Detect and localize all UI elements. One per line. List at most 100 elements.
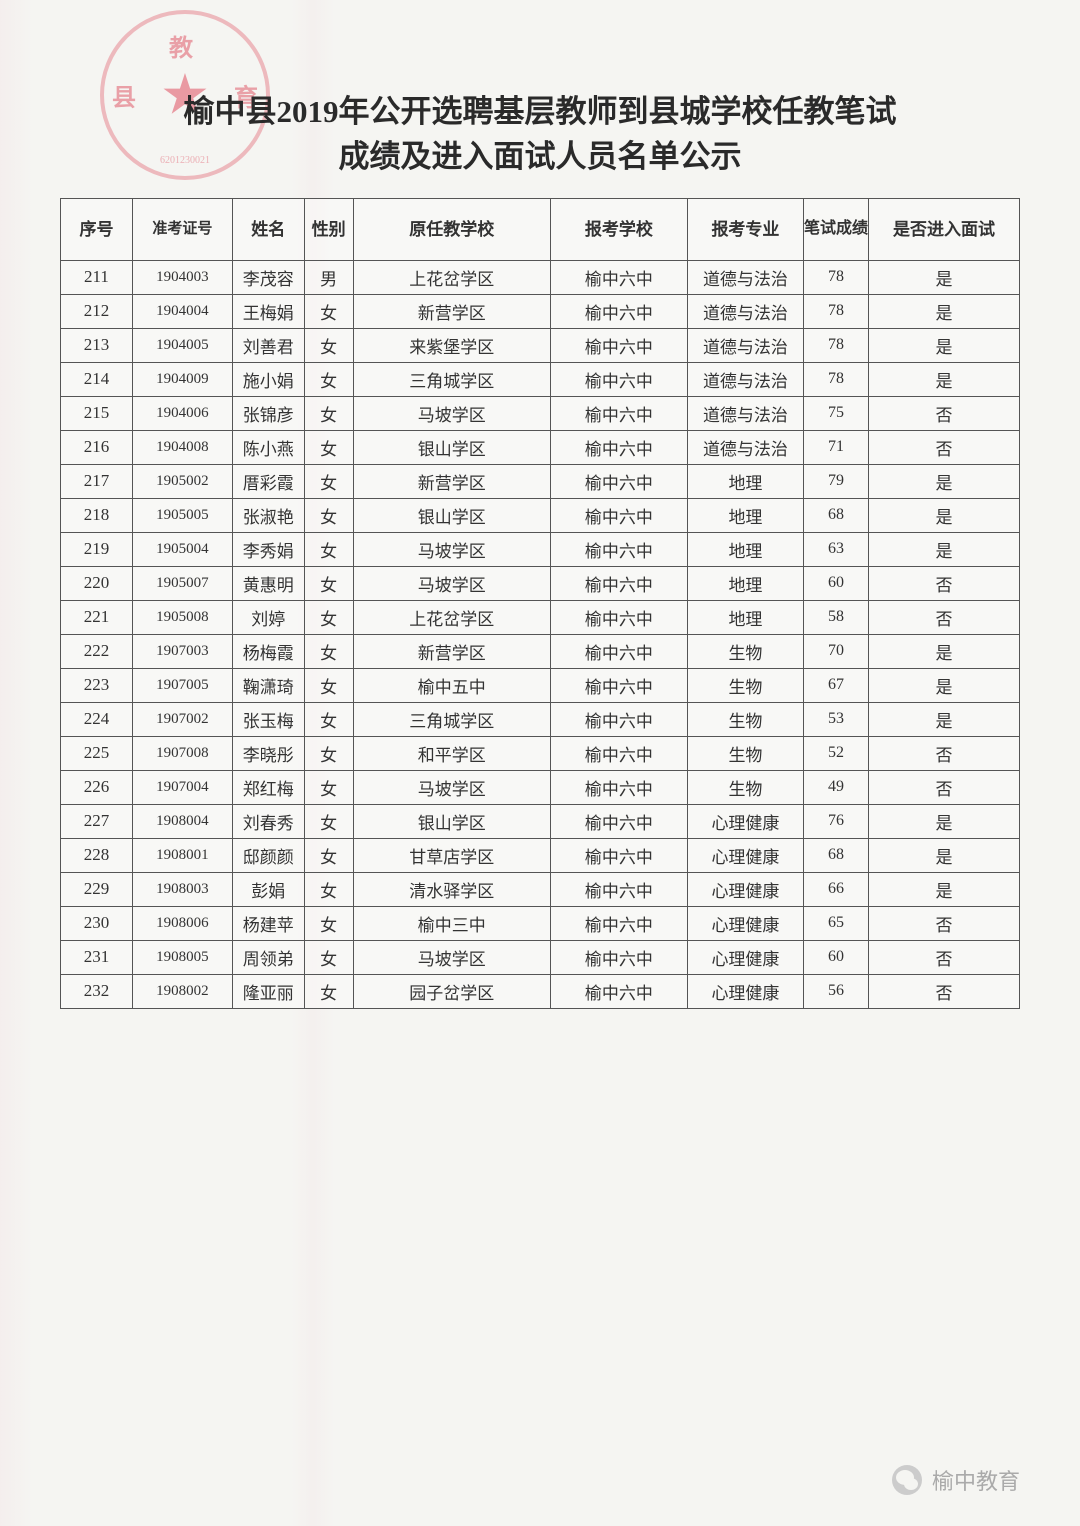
- cell-gender: 男: [304, 260, 353, 294]
- cell-name: 李茂容: [232, 260, 304, 294]
- table-row: 2301908006杨建苹女榆中三中榆中六中心理健康65否: [61, 906, 1020, 940]
- cell-origin-school: 三角城学区: [353, 362, 550, 396]
- cell-origin-school: 榆中五中: [353, 668, 550, 702]
- cell-origin-school: 上花岔学区: [353, 260, 550, 294]
- cell-score: 49: [803, 770, 868, 804]
- cell-origin-school: 马坡学区: [353, 940, 550, 974]
- cell-exam-no: 1908006: [132, 906, 232, 940]
- header-origin-school: 原任教学校: [353, 198, 550, 260]
- cell-gender: 女: [304, 600, 353, 634]
- cell-seq: 229: [61, 872, 133, 906]
- cell-apply-school: 榆中六中: [550, 702, 687, 736]
- cell-pass: 是: [869, 838, 1020, 872]
- header-exam-no: 准考证号: [132, 198, 232, 260]
- cell-exam-no: 1908005: [132, 940, 232, 974]
- cell-gender: 女: [304, 362, 353, 396]
- wechat-icon: [892, 1465, 922, 1495]
- cell-gender: 女: [304, 906, 353, 940]
- cell-score: 60: [803, 940, 868, 974]
- cell-apply-school: 榆中六中: [550, 260, 687, 294]
- title-line2: 成绩及进入面试人员名单公示: [60, 135, 1020, 180]
- cell-origin-school: 三角城学区: [353, 702, 550, 736]
- cell-exam-no: 1908001: [132, 838, 232, 872]
- cell-seq: 221: [61, 600, 133, 634]
- cell-score: 70: [803, 634, 868, 668]
- document-title: 榆中县2019年公开选聘基层教师到县城学校任教笔试 成绩及进入面试人员名单公示: [60, 90, 1020, 180]
- cell-origin-school: 马坡学区: [353, 532, 550, 566]
- table-row: 2261907004郑红梅女马坡学区榆中六中生物49否: [61, 770, 1020, 804]
- cell-origin-school: 来紫堡学区: [353, 328, 550, 362]
- cell-name: 黄惠明: [232, 566, 304, 600]
- cell-pass: 是: [869, 328, 1020, 362]
- cell-gender: 女: [304, 464, 353, 498]
- cell-name: 张锦彦: [232, 396, 304, 430]
- cell-major: 地理: [687, 532, 803, 566]
- cell-exam-no: 1907002: [132, 702, 232, 736]
- cell-gender: 女: [304, 770, 353, 804]
- cell-major: 心理健康: [687, 906, 803, 940]
- cell-name: 李晓彤: [232, 736, 304, 770]
- cell-score: 60: [803, 566, 868, 600]
- table-row: 2111904003李茂容男上花岔学区榆中六中道德与法治78是: [61, 260, 1020, 294]
- cell-score: 78: [803, 294, 868, 328]
- cell-gender: 女: [304, 872, 353, 906]
- cell-major: 道德与法治: [687, 396, 803, 430]
- cell-exam-no: 1907008: [132, 736, 232, 770]
- cell-seq: 211: [61, 260, 133, 294]
- header-major: 报考专业: [687, 198, 803, 260]
- cell-apply-school: 榆中六中: [550, 838, 687, 872]
- header-score: 笔试成绩: [803, 198, 868, 260]
- cell-seq: 230: [61, 906, 133, 940]
- cell-name: 李秀娟: [232, 532, 304, 566]
- cell-pass: 否: [869, 430, 1020, 464]
- cell-gender: 女: [304, 634, 353, 668]
- cell-score: 71: [803, 430, 868, 464]
- cell-major: 心理健康: [687, 872, 803, 906]
- cell-origin-school: 新营学区: [353, 294, 550, 328]
- cell-exam-no: 1908002: [132, 974, 232, 1008]
- table-row: 2221907003杨梅霞女新营学区榆中六中生物70是: [61, 634, 1020, 668]
- table-row: 2201905007黄惠明女马坡学区榆中六中地理60否: [61, 566, 1020, 600]
- cell-major: 道德与法治: [687, 294, 803, 328]
- cell-origin-school: 园子岔学区: [353, 974, 550, 1008]
- cell-name: 邸颜颜: [232, 838, 304, 872]
- header-seq: 序号: [61, 198, 133, 260]
- cell-seq: 225: [61, 736, 133, 770]
- cell-pass: 是: [869, 668, 1020, 702]
- cell-major: 道德与法治: [687, 260, 803, 294]
- cell-origin-school: 银山学区: [353, 498, 550, 532]
- cell-major: 道德与法治: [687, 362, 803, 396]
- cell-score: 68: [803, 498, 868, 532]
- cell-exam-no: 1905007: [132, 566, 232, 600]
- cell-gender: 女: [304, 940, 353, 974]
- cell-name: 张淑艳: [232, 498, 304, 532]
- cell-pass: 是: [869, 804, 1020, 838]
- cell-apply-school: 榆中六中: [550, 974, 687, 1008]
- cell-seq: 212: [61, 294, 133, 328]
- cell-seq: 219: [61, 532, 133, 566]
- cell-apply-school: 榆中六中: [550, 566, 687, 600]
- cell-origin-school: 银山学区: [353, 430, 550, 464]
- cell-name: 刘婷: [232, 600, 304, 634]
- cell-exam-no: 1907004: [132, 770, 232, 804]
- cell-apply-school: 榆中六中: [550, 600, 687, 634]
- cell-origin-school: 清水驿学区: [353, 872, 550, 906]
- table-row: 2141904009施小娟女三角城学区榆中六中道德与法治78是: [61, 362, 1020, 396]
- cell-exam-no: 1905005: [132, 498, 232, 532]
- cell-name: 王梅娟: [232, 294, 304, 328]
- header-gender: 性别: [304, 198, 353, 260]
- cell-apply-school: 榆中六中: [550, 804, 687, 838]
- header-name: 姓名: [232, 198, 304, 260]
- cell-origin-school: 银山学区: [353, 804, 550, 838]
- cell-score: 78: [803, 362, 868, 396]
- cell-major: 道德与法治: [687, 328, 803, 362]
- cell-exam-no: 1908003: [132, 872, 232, 906]
- cell-gender: 女: [304, 566, 353, 600]
- cell-score: 79: [803, 464, 868, 498]
- cell-gender: 女: [304, 328, 353, 362]
- cell-name: 杨梅霞: [232, 634, 304, 668]
- table-row: 2281908001邸颜颜女甘草店学区榆中六中心理健康68是: [61, 838, 1020, 872]
- cell-name: 杨建苹: [232, 906, 304, 940]
- cell-origin-school: 甘草店学区: [353, 838, 550, 872]
- cell-apply-school: 榆中六中: [550, 464, 687, 498]
